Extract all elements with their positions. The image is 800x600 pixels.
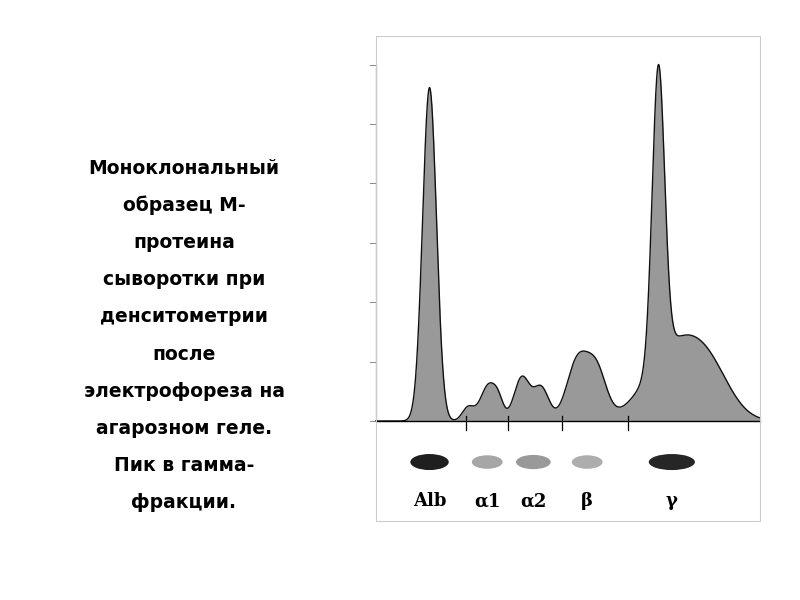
Ellipse shape — [572, 455, 602, 469]
Text: образец М-: образец М- — [122, 196, 246, 215]
Text: Моноклональный: Моноклональный — [89, 158, 279, 178]
Text: α2: α2 — [520, 492, 546, 510]
Ellipse shape — [410, 454, 449, 470]
Text: агарозном геле.: агарозном геле. — [96, 419, 272, 438]
Text: денситометрии: денситометрии — [100, 307, 268, 326]
Text: Alb: Alb — [413, 492, 446, 510]
Text: β: β — [582, 492, 593, 510]
Ellipse shape — [472, 455, 502, 469]
Text: Пик в гамма-: Пик в гамма- — [114, 456, 254, 475]
Text: электрофореза на: электрофореза на — [83, 382, 285, 401]
Text: протеина: протеина — [133, 233, 235, 252]
Text: сыворотки при: сыворотки при — [103, 270, 265, 289]
Text: γ: γ — [666, 492, 678, 510]
Text: α1: α1 — [474, 492, 501, 510]
Ellipse shape — [516, 455, 550, 469]
Text: фракции.: фракции. — [131, 493, 237, 512]
Ellipse shape — [649, 454, 695, 470]
Text: после: после — [152, 344, 216, 364]
